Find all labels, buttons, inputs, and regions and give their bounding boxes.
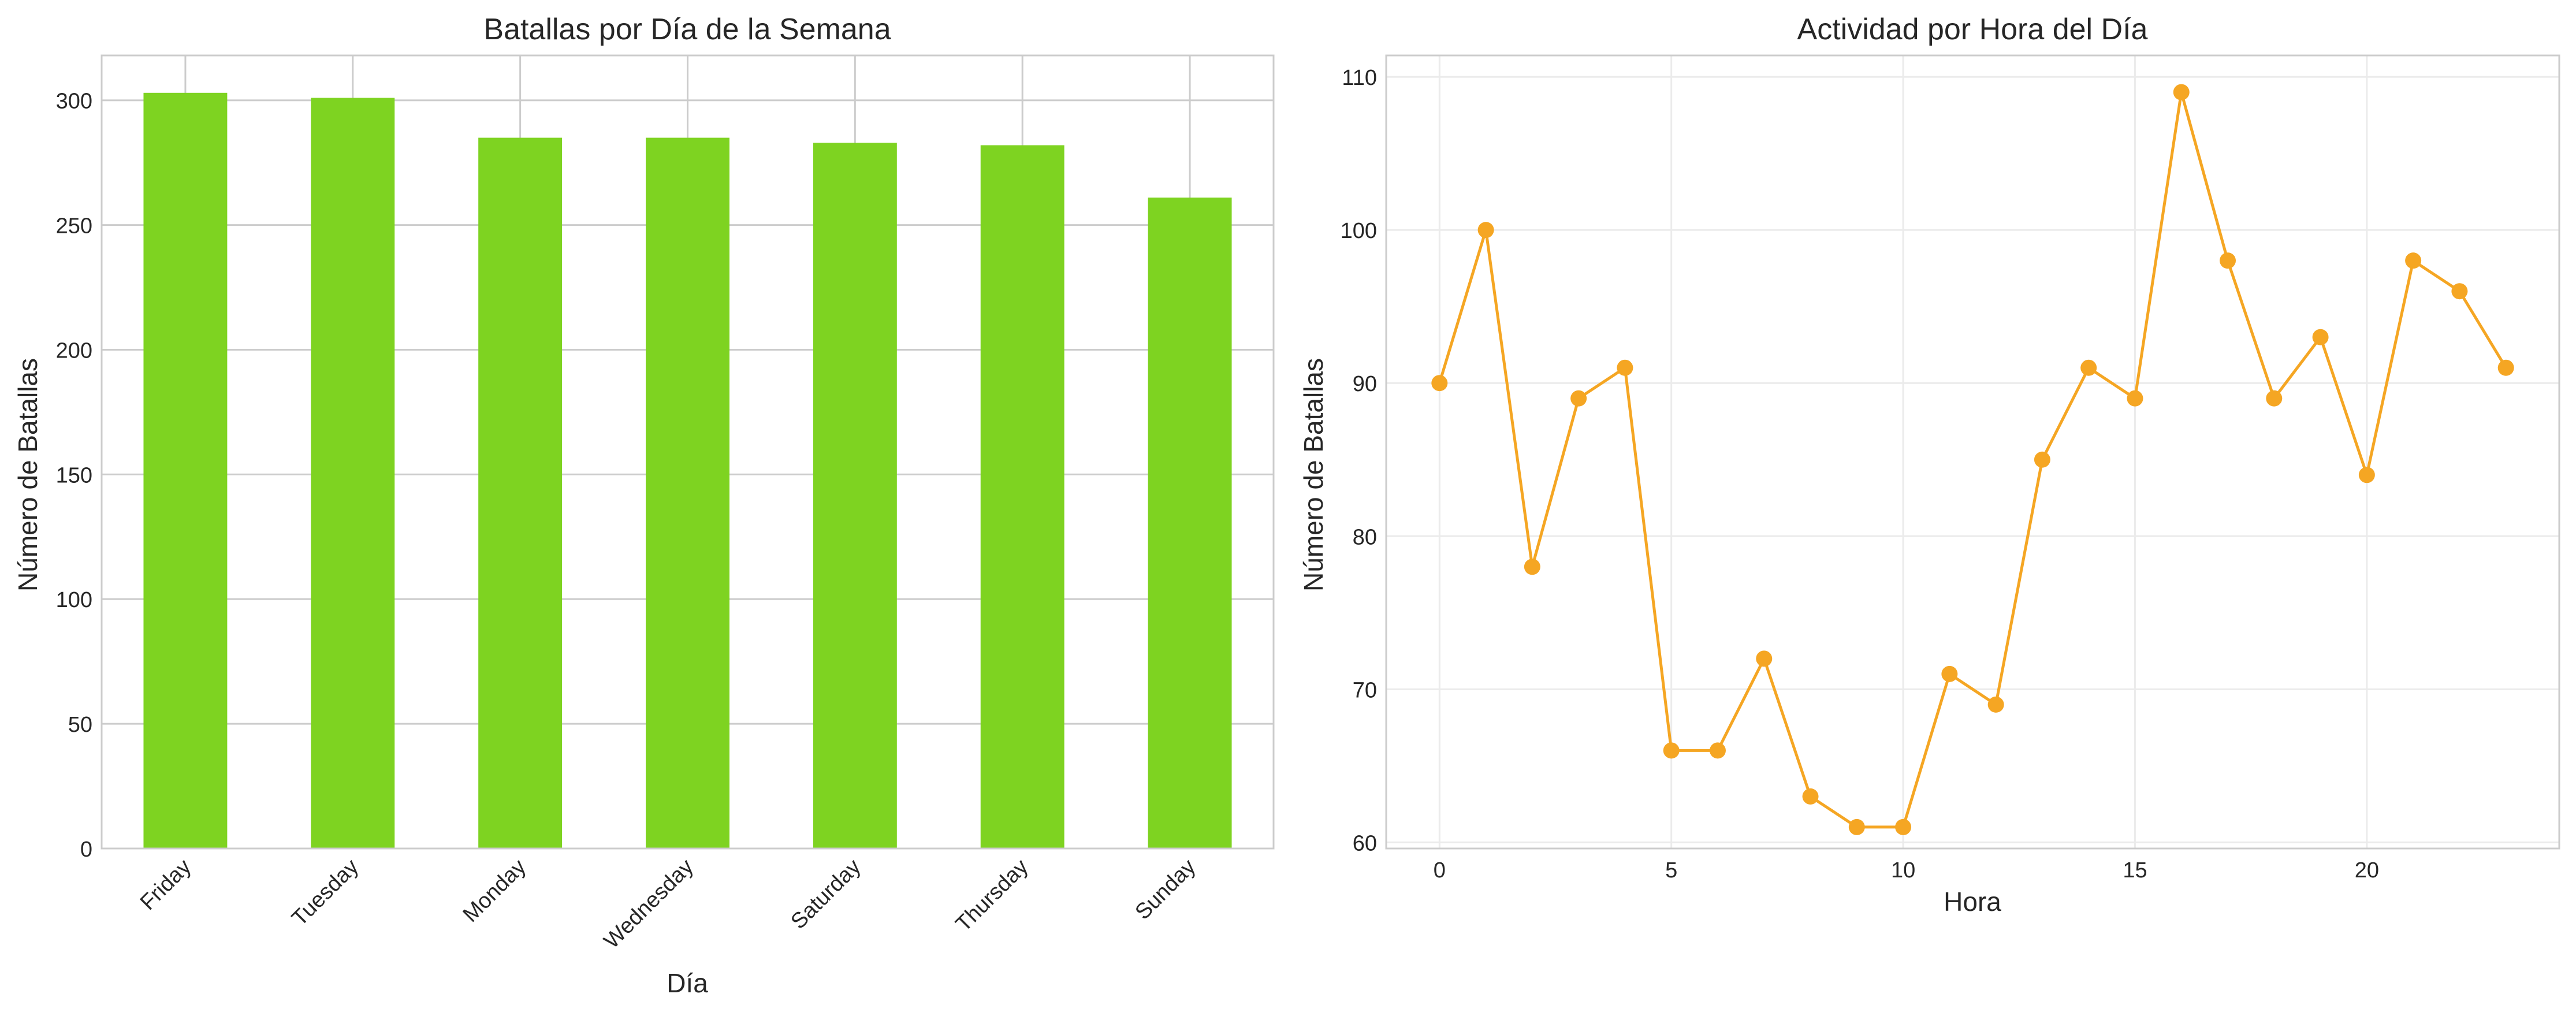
bar-chart: Batallas por Día de la Semana Día Número… <box>13 13 1275 998</box>
data-point <box>2034 451 2050 468</box>
line-chart-x-tick-label: 20 <box>2355 858 2379 883</box>
data-point <box>2080 359 2097 376</box>
data-point <box>2127 390 2143 407</box>
data-point <box>1524 559 1540 575</box>
bar-chart-title: Batallas por Día de la Semana <box>483 13 891 46</box>
data-point <box>1802 788 1819 805</box>
bar <box>311 98 395 848</box>
data-point <box>1663 742 1680 759</box>
bar-chart-y-tick-label: 50 <box>68 713 92 737</box>
data-point <box>2173 84 2190 101</box>
data-point <box>1848 818 1865 835</box>
bar-chart-y-ticks: 0 50 100 150 200 250 300 <box>56 90 92 862</box>
line-chart-y-axis-label: Número de Batallas <box>1298 358 1328 591</box>
bar-chart-y-axis-label: Número de Batallas <box>13 358 43 591</box>
line-chart-x-tick-label: 10 <box>1891 858 1915 883</box>
bar-chart-y-tick-label: 200 <box>56 338 92 363</box>
bar-chart-y-tick-label: 300 <box>56 90 92 114</box>
line-chart-y-tick-label: 60 <box>1353 831 1377 855</box>
line-chart-y-tick-label: 100 <box>1341 219 1377 243</box>
line-chart-title: Actividad por Hora del Día <box>1797 13 2148 46</box>
line-chart-x-tick-label: 5 <box>1665 858 1677 883</box>
line-chart-y-tick-label: 70 <box>1353 678 1377 702</box>
bar-chart-plot-frame <box>100 54 1275 850</box>
line-chart-x-tick-label: 0 <box>1434 858 1446 883</box>
data-point <box>1987 696 2004 713</box>
bar <box>478 137 563 849</box>
bar-chart-y-tick-label: 0 <box>80 838 92 862</box>
bar <box>1148 198 1232 848</box>
line-chart-gridlines <box>1386 55 2559 848</box>
data-point <box>2220 252 2236 269</box>
data-point <box>2405 252 2422 269</box>
data-point <box>1570 390 1587 407</box>
data-point <box>1477 222 1494 239</box>
bar-chart-bars <box>143 92 1232 849</box>
data-point <box>2451 283 2468 300</box>
line-chart: Actividad por Hora del Día Hora Número d… <box>1298 13 2560 917</box>
line-chart-y-tick-label: 110 <box>1342 66 1377 90</box>
bar-chart-y-tick-label: 250 <box>56 214 92 239</box>
series-line <box>1438 91 2507 829</box>
bar <box>646 137 729 849</box>
bar <box>980 145 1064 848</box>
bar <box>813 143 897 849</box>
bar-chart-x-axis-label: Día <box>667 968 708 998</box>
data-point <box>1617 359 1633 376</box>
data-point <box>2497 359 2514 376</box>
data-point <box>1941 665 1958 682</box>
bar-chart-y-tick-label: 100 <box>56 588 92 612</box>
data-point <box>2266 390 2283 407</box>
line-chart-y-ticks: 60 70 80 90 100 110 <box>1341 66 1377 855</box>
data-point <box>2358 467 2375 483</box>
bar <box>143 92 228 848</box>
line-chart-x-ticks: 0 5 10 15 20 <box>1434 858 2379 883</box>
data-point <box>1709 742 1726 759</box>
data-point <box>1756 650 1773 667</box>
data-point <box>2312 329 2329 345</box>
line-chart-x-axis-label: Hora <box>1944 887 2001 917</box>
bar-chart-y-tick-label: 150 <box>56 463 92 487</box>
line-chart-plot-frame <box>1385 54 2560 850</box>
line-chart-x-tick-label: 15 <box>2123 858 2147 883</box>
data-point <box>1895 818 1912 835</box>
line-chart-series <box>1431 84 2514 835</box>
line-chart-y-tick-label: 90 <box>1353 372 1377 396</box>
data-point <box>1431 375 1448 392</box>
line-chart-y-tick-label: 80 <box>1353 525 1377 549</box>
